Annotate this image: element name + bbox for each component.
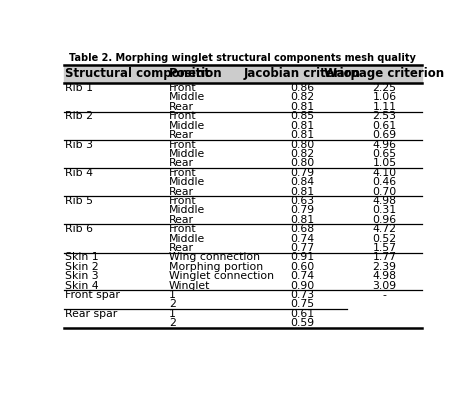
Text: 0.70: 0.70	[373, 186, 397, 197]
Text: 2.53: 2.53	[373, 111, 397, 121]
Text: 0.59: 0.59	[290, 318, 314, 328]
Text: 0.81: 0.81	[290, 130, 314, 140]
Text: Rib 1: Rib 1	[65, 83, 93, 93]
Text: Skin 1: Skin 1	[65, 253, 99, 262]
Text: 0.90: 0.90	[290, 281, 314, 291]
Text: 0.69: 0.69	[373, 130, 397, 140]
Text: 0.61: 0.61	[373, 121, 397, 131]
Text: Rib 3: Rib 3	[65, 139, 93, 149]
Text: 4.72: 4.72	[373, 224, 397, 234]
Text: 0.68: 0.68	[290, 224, 314, 234]
Text: Rear: Rear	[169, 102, 194, 112]
Text: 0.31: 0.31	[373, 205, 397, 216]
Text: Winglet connection: Winglet connection	[169, 271, 274, 281]
Text: 4.96: 4.96	[373, 139, 397, 149]
Text: Middle: Middle	[169, 205, 205, 216]
Text: Middle: Middle	[169, 93, 205, 102]
Text: 1.05: 1.05	[373, 158, 397, 168]
Text: 0.63: 0.63	[290, 196, 314, 206]
Text: 0.81: 0.81	[290, 186, 314, 197]
Text: Rear: Rear	[169, 130, 194, 140]
Text: Rib 4: Rib 4	[65, 168, 93, 178]
Text: 1: 1	[169, 290, 176, 300]
Text: Front: Front	[169, 168, 197, 178]
Text: 1.11: 1.11	[373, 102, 397, 112]
Text: Skin 4: Skin 4	[65, 281, 99, 291]
Text: Skin 3: Skin 3	[65, 271, 99, 281]
Text: Front: Front	[169, 111, 197, 121]
Text: 2: 2	[169, 299, 176, 309]
Text: 0.81: 0.81	[290, 121, 314, 131]
Text: 4.98: 4.98	[373, 196, 397, 206]
Text: -: -	[383, 290, 386, 300]
Text: 0.73: 0.73	[290, 290, 314, 300]
Text: 0.65: 0.65	[373, 149, 397, 159]
Text: Middle: Middle	[169, 121, 205, 131]
Text: Table 2. Morphing winglet structural components mesh quality: Table 2. Morphing winglet structural com…	[70, 53, 416, 63]
Text: Front: Front	[169, 196, 197, 206]
Text: 0.74: 0.74	[290, 271, 314, 281]
Text: 1.77: 1.77	[373, 253, 397, 262]
Text: 0.61: 0.61	[290, 309, 314, 319]
Text: Jacobian criterion: Jacobian criterion	[244, 67, 361, 80]
Text: Rear: Rear	[169, 215, 194, 225]
Text: 0.82: 0.82	[290, 93, 314, 102]
Text: Front: Front	[169, 83, 197, 93]
Text: Front: Front	[169, 224, 197, 234]
Text: Middle: Middle	[169, 234, 205, 243]
Text: Rib 2: Rib 2	[65, 111, 93, 121]
Text: Warpage criterion: Warpage criterion	[325, 67, 445, 80]
Text: 0.81: 0.81	[290, 215, 314, 225]
Text: 0.60: 0.60	[290, 262, 314, 272]
Text: Rear: Rear	[169, 186, 194, 197]
Text: 0.75: 0.75	[290, 299, 314, 309]
Text: 0.52: 0.52	[373, 234, 397, 243]
Text: 4.10: 4.10	[373, 168, 397, 178]
Text: 0.86: 0.86	[290, 83, 314, 93]
Text: 4.98: 4.98	[373, 271, 397, 281]
Text: 0.80: 0.80	[290, 139, 314, 149]
Text: Morphing portion: Morphing portion	[169, 262, 263, 272]
Text: 2: 2	[169, 318, 176, 328]
Text: 0.84: 0.84	[290, 177, 314, 187]
Text: 2.39: 2.39	[373, 262, 397, 272]
Text: 0.79: 0.79	[290, 205, 314, 216]
Text: Skin 2: Skin 2	[65, 262, 99, 272]
Text: 1.57: 1.57	[373, 243, 397, 253]
Bar	[64, 65, 422, 84]
Text: Winglet: Winglet	[169, 281, 210, 291]
Text: 0.74: 0.74	[290, 234, 314, 243]
Text: 0.91: 0.91	[290, 253, 314, 262]
Text: 0.80: 0.80	[290, 158, 314, 168]
Text: 0.46: 0.46	[373, 177, 397, 187]
Text: Rib 5: Rib 5	[65, 196, 93, 206]
Text: 0.96: 0.96	[373, 215, 397, 225]
Text: Structural component: Structural component	[65, 67, 210, 80]
Text: Front spar: Front spar	[65, 290, 120, 300]
Text: 0.81: 0.81	[290, 102, 314, 112]
Text: 3.09: 3.09	[373, 281, 397, 291]
Text: 1: 1	[169, 309, 176, 319]
Text: Rear: Rear	[169, 158, 194, 168]
Text: 2.25: 2.25	[373, 83, 397, 93]
Text: 1.06: 1.06	[373, 93, 397, 102]
Text: Front: Front	[169, 139, 197, 149]
Text: Middle: Middle	[169, 177, 205, 187]
Text: Position: Position	[169, 67, 223, 80]
Text: 0.79: 0.79	[290, 168, 314, 178]
Text: Rear spar: Rear spar	[65, 309, 118, 319]
Text: 0.77: 0.77	[290, 243, 314, 253]
Text: Rib 6: Rib 6	[65, 224, 93, 234]
Text: 0.82: 0.82	[290, 149, 314, 159]
Text: Middle: Middle	[169, 149, 205, 159]
Text: Wing connection: Wing connection	[169, 253, 260, 262]
Text: Rear: Rear	[169, 243, 194, 253]
Text: 0.85: 0.85	[290, 111, 314, 121]
